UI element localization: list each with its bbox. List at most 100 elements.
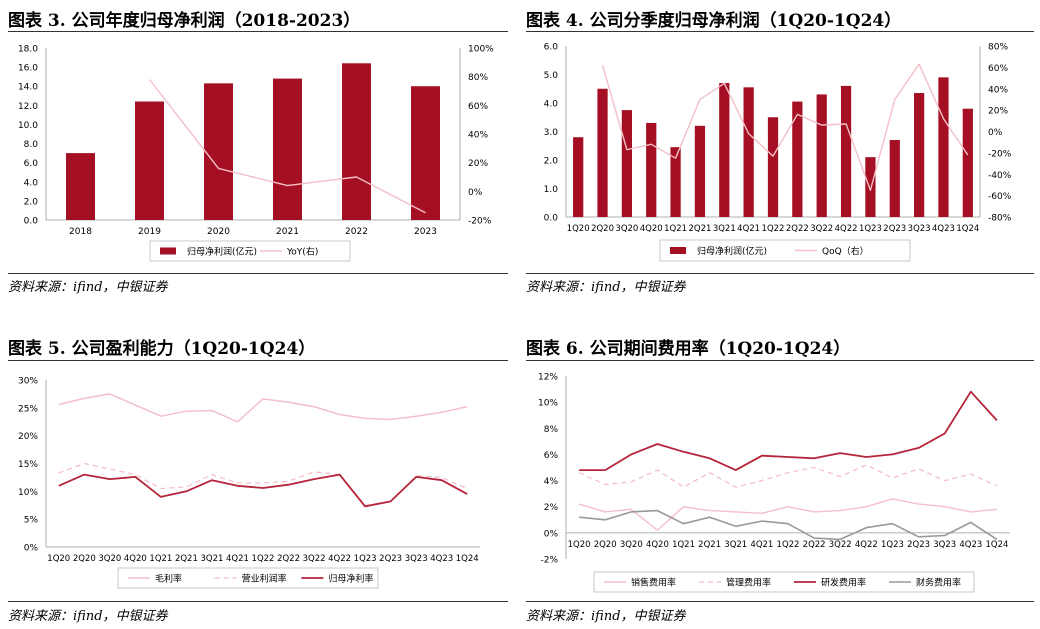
bar bbox=[840, 85, 852, 218]
y2-tick-label: 40% bbox=[468, 131, 488, 141]
y-tick-label: 0% bbox=[24, 544, 39, 554]
x-tick-label: 2022 bbox=[345, 227, 368, 237]
chart5-bottom-rule bbox=[8, 601, 508, 602]
y-tick-label: 12% bbox=[538, 373, 558, 383]
x-tick-label: 4Q21 bbox=[750, 540, 773, 550]
y-tick-label: 4.0 bbox=[24, 178, 39, 188]
x-tick-label: 3Q20 bbox=[620, 540, 643, 550]
bar bbox=[273, 78, 302, 220]
chart6-top-rule bbox=[526, 360, 1034, 361]
x-tick-label: 3Q23 bbox=[405, 554, 428, 564]
y-tick-label: 30% bbox=[18, 377, 38, 387]
chart3-bottom-rule bbox=[8, 273, 508, 274]
y-tick-label: 6% bbox=[544, 451, 559, 461]
y2-tick-label: -20% bbox=[988, 149, 1012, 159]
x-tick-label: 4Q22 bbox=[835, 224, 858, 234]
x-tick-label: 4Q23 bbox=[959, 540, 982, 550]
bar bbox=[743, 87, 754, 217]
legend-label: 归母净利润(亿元) bbox=[697, 245, 767, 257]
bar bbox=[573, 137, 584, 217]
bar bbox=[135, 101, 164, 220]
bar bbox=[411, 86, 440, 220]
y-tick-label: 10.0 bbox=[18, 121, 38, 131]
x-tick-label: 1Q22 bbox=[252, 554, 275, 564]
y-tick-label: 18.0 bbox=[18, 45, 38, 55]
y-tick-label: 6.0 bbox=[24, 159, 39, 169]
series-line bbox=[578, 464, 998, 488]
bar bbox=[816, 94, 827, 217]
y2-tick-label: 60% bbox=[468, 102, 488, 112]
legend-label: 营业利润率 bbox=[242, 573, 287, 585]
chart3-title: 图表 3. 公司年度归母净利润（2018-2023） bbox=[8, 11, 361, 31]
series-line bbox=[579, 390, 998, 471]
x-tick-label: 3Q20 bbox=[615, 224, 638, 234]
bar bbox=[914, 93, 925, 217]
y-tick-label: 16.0 bbox=[18, 64, 38, 74]
bar bbox=[719, 83, 730, 217]
y-tick-label: 4.0 bbox=[544, 100, 559, 110]
x-tick-label: 2Q20 bbox=[594, 540, 617, 550]
y-tick-label: 0% bbox=[544, 529, 559, 539]
x-tick-label: 1Q21 bbox=[149, 554, 172, 564]
x-tick-label: 4Q22 bbox=[328, 554, 351, 564]
bar bbox=[792, 101, 803, 217]
y-tick-label: 2.0 bbox=[544, 157, 559, 167]
x-tick-label: 1Q20 bbox=[47, 554, 70, 564]
x-tick-label: 1Q22 bbox=[762, 224, 785, 234]
x-tick-label: 2Q20 bbox=[73, 554, 96, 564]
chart5-title: 图表 5. 公司盈利能力（1Q20-1Q24） bbox=[8, 339, 316, 359]
chart5-profitability: 0%5%10%15%20%25%30%1Q20 2Q20 3Q20 4Q20 1Q21 2… bbox=[18, 377, 480, 589]
y-tick-label: 14.0 bbox=[18, 83, 38, 93]
x-tick-label: 4Q23 bbox=[430, 554, 453, 564]
series-line bbox=[58, 393, 468, 423]
y2-tick-label: 20% bbox=[468, 159, 488, 169]
bar bbox=[767, 117, 779, 217]
x-tick-label: 4Q20 bbox=[640, 224, 663, 234]
chart4-quarterly-net-profit: 0.0 1.0 2.0 3.0 4.0 5.0 6.0 -80% -60% -40% -20% 0% 2… bbox=[544, 43, 1012, 262]
series-line bbox=[578, 498, 997, 531]
x-tick-label: 3Q21 bbox=[713, 224, 736, 234]
y2-tick-label: 80% bbox=[468, 73, 488, 83]
x-tick-label: 1Q24 bbox=[985, 540, 1008, 550]
x-tick-label: 2Q23 bbox=[883, 224, 906, 234]
chart5-top-rule bbox=[8, 360, 508, 361]
bar bbox=[621, 110, 632, 217]
y-tick-label: 6.0 bbox=[544, 43, 559, 53]
y2-tick-label: 0% bbox=[468, 188, 483, 198]
x-tick-label: 4Q20 bbox=[124, 554, 147, 564]
x-tick-label: 4Q21 bbox=[226, 554, 249, 564]
y-tick-label: 10% bbox=[538, 399, 558, 409]
x-tick-label: 2Q20 bbox=[591, 224, 614, 234]
x-tick-label: 1Q20 bbox=[568, 540, 591, 550]
y-tick-label: 2% bbox=[544, 503, 559, 513]
chart3-top-rule bbox=[8, 31, 508, 32]
legend-box bbox=[149, 240, 351, 262]
y-tick-label: 15% bbox=[18, 460, 38, 470]
y-tick-label: 8.0 bbox=[24, 140, 39, 150]
y2-tick-label: 20% bbox=[988, 107, 1008, 117]
x-tick-label: 3Q21 bbox=[200, 554, 223, 564]
x-tick-label: 2023 bbox=[414, 227, 437, 237]
y2-tick-label: -40% bbox=[988, 171, 1012, 181]
x-tick-label: 1Q22 bbox=[777, 540, 800, 550]
bar bbox=[962, 108, 973, 217]
series-line bbox=[148, 79, 426, 214]
x-tick-label: 2Q23 bbox=[907, 540, 930, 550]
legend-label: 财务费用率 bbox=[916, 577, 961, 589]
y-tick-label: 1.0 bbox=[544, 185, 559, 195]
y-tick-label: 20% bbox=[18, 432, 38, 442]
legend-label: 毛利率 bbox=[155, 573, 182, 585]
x-tick-label: 4Q20 bbox=[646, 540, 669, 550]
bar bbox=[865, 157, 876, 217]
x-tick-label: 1Q21 bbox=[672, 540, 695, 550]
y-tick-label: 25% bbox=[18, 404, 38, 414]
x-tick-label: 1Q23 bbox=[859, 224, 882, 234]
legend-box bbox=[117, 567, 379, 589]
x-tick-label: 2Q21 bbox=[175, 554, 198, 564]
y-tick-label: 2.0 bbox=[24, 197, 39, 207]
bar bbox=[66, 153, 95, 220]
x-tick-label: 1Q23 bbox=[881, 540, 904, 550]
bar bbox=[646, 122, 657, 217]
y-tick-label: 10% bbox=[18, 488, 38, 498]
x-tick-label: 2Q21 bbox=[698, 540, 721, 550]
